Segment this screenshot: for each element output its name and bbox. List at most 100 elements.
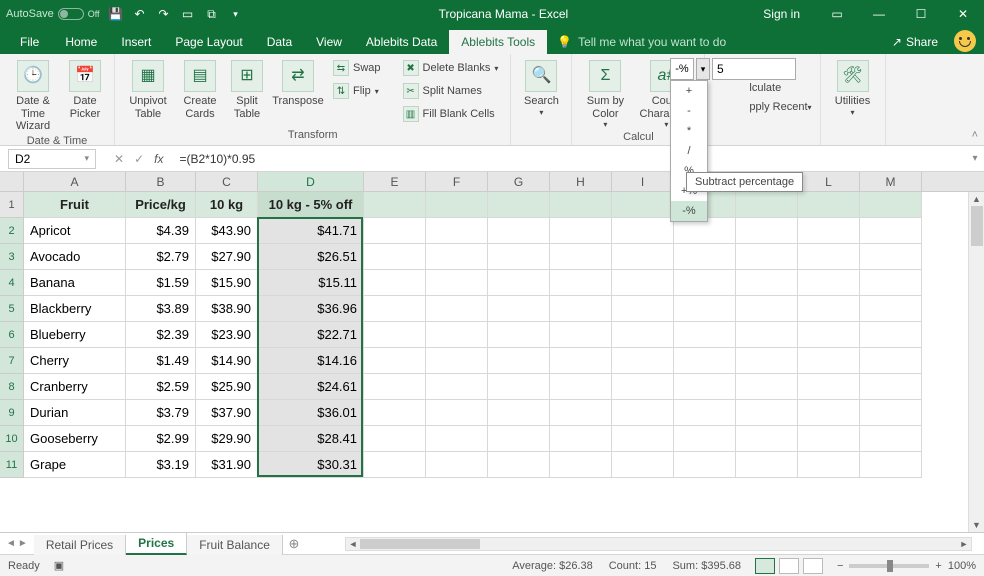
feedback-icon[interactable] [954, 30, 976, 52]
cell[interactable]: $14.90 [196, 348, 258, 374]
cell[interactable]: $26.51 [258, 244, 364, 270]
cell[interactable] [736, 400, 798, 426]
cell[interactable] [860, 426, 922, 452]
cell[interactable] [860, 192, 922, 218]
cell[interactable] [426, 296, 488, 322]
apply-recent-button[interactable]: pply Recent▾ [749, 99, 811, 115]
ribbon-tab-ablebits-data[interactable]: Ablebits Data [354, 30, 449, 54]
cell[interactable]: $43.90 [196, 218, 258, 244]
column-header[interactable]: B [126, 172, 196, 191]
cell[interactable]: $37.90 [196, 400, 258, 426]
cell[interactable]: Avocado [24, 244, 126, 270]
cell[interactable] [550, 374, 612, 400]
collapse-ribbon-icon[interactable]: ˄ [972, 129, 978, 141]
cell[interactable] [364, 426, 426, 452]
cell[interactable] [488, 452, 550, 478]
cell[interactable] [674, 400, 736, 426]
column-header[interactable]: D [258, 172, 364, 191]
cell[interactable]: Gooseberry [24, 426, 126, 452]
cell[interactable]: Grape [24, 452, 126, 478]
share-button[interactable]: ↗ Share [882, 30, 948, 54]
maximize-icon[interactable]: ☐ [906, 0, 936, 28]
cell[interactable]: $29.90 [196, 426, 258, 452]
cell[interactable] [488, 400, 550, 426]
save-icon[interactable]: 💾 [108, 6, 124, 22]
cell[interactable] [364, 296, 426, 322]
autosave-toggle[interactable]: AutoSave Off [6, 8, 100, 20]
cell[interactable] [798, 192, 860, 218]
cell[interactable] [798, 296, 860, 322]
column-header[interactable]: C [196, 172, 258, 191]
cancel-formula-icon[interactable]: ✕ [114, 152, 124, 166]
operation-dropdown-icon[interactable]: ▾ [696, 58, 710, 80]
cell[interactable]: $15.90 [196, 270, 258, 296]
cell[interactable] [550, 426, 612, 452]
cell[interactable] [612, 270, 674, 296]
ribbon-tab-data[interactable]: Data [255, 30, 304, 54]
cell[interactable]: Cranberry [24, 374, 126, 400]
cell[interactable] [674, 374, 736, 400]
sheet-tab[interactable]: Retail Prices [34, 535, 126, 555]
cell[interactable] [426, 244, 488, 270]
cell[interactable]: Durian [24, 400, 126, 426]
name-box[interactable]: D2▾ [8, 149, 96, 169]
sum-by-color-button[interactable]: ΣSum by Color▾ [580, 58, 630, 129]
expand-formula-bar-icon[interactable]: ▾ [966, 153, 984, 164]
view-normal-icon[interactable] [755, 558, 775, 574]
cell[interactable] [674, 452, 736, 478]
cell[interactable] [674, 348, 736, 374]
column-header[interactable]: A [24, 172, 126, 191]
cell[interactable] [550, 348, 612, 374]
cell[interactable]: $1.49 [126, 348, 196, 374]
cell[interactable] [736, 452, 798, 478]
cell[interactable] [364, 270, 426, 296]
cell[interactable] [488, 244, 550, 270]
delete-blanks-button[interactable]: ✖Delete Blanks▾ [399, 58, 503, 78]
ribbon-tab-home[interactable]: Home [53, 30, 109, 54]
cell[interactable] [612, 348, 674, 374]
operation-option[interactable]: / [671, 141, 707, 161]
cell[interactable] [550, 270, 612, 296]
cell[interactable] [488, 374, 550, 400]
cell[interactable]: $23.90 [196, 322, 258, 348]
search-button[interactable]: 🔍Search▾ [519, 58, 563, 117]
operation-option[interactable]: -% [671, 201, 707, 221]
cell[interactable] [364, 218, 426, 244]
cell[interactable]: Cherry [24, 348, 126, 374]
ribbon-tab-page-layout[interactable]: Page Layout [163, 30, 254, 54]
cell[interactable]: $3.79 [126, 400, 196, 426]
scrollbar-thumb[interactable] [971, 206, 983, 246]
cell[interactable]: $22.71 [258, 322, 364, 348]
cell[interactable]: $30.31 [258, 452, 364, 478]
row-header[interactable]: 8 [0, 374, 24, 400]
column-header[interactable]: I [612, 172, 674, 191]
ribbon-options-icon[interactable]: ▭ [822, 0, 852, 28]
row-header[interactable]: 11 [0, 452, 24, 478]
cell[interactable] [488, 322, 550, 348]
cell[interactable] [364, 374, 426, 400]
cell[interactable] [860, 400, 922, 426]
cell[interactable] [612, 244, 674, 270]
operation-option[interactable]: + [671, 81, 707, 101]
fill-blank-cells-button[interactable]: ▥Fill Blank Cells [399, 104, 503, 124]
zoom-out-icon[interactable]: − [837, 560, 843, 572]
cell[interactable] [612, 374, 674, 400]
zoom-control[interactable]: − + 100% [837, 560, 976, 572]
accept-formula-icon[interactable]: ✓ [134, 152, 144, 166]
cell[interactable]: $36.96 [258, 296, 364, 322]
cell[interactable] [736, 426, 798, 452]
cell[interactable] [736, 348, 798, 374]
column-headers[interactable]: ABCDEFGHIJKLM [0, 172, 984, 192]
cell[interactable]: $38.90 [196, 296, 258, 322]
cell[interactable] [674, 322, 736, 348]
cell[interactable] [550, 192, 612, 218]
cell[interactable]: Blackberry [24, 296, 126, 322]
cell[interactable] [860, 218, 922, 244]
date-picker-button[interactable]: 📅Date Picker [64, 58, 106, 133]
cell[interactable] [674, 270, 736, 296]
scroll-up-icon[interactable]: ▲ [969, 192, 984, 206]
ribbon-tab-view[interactable]: View [304, 30, 354, 54]
cell[interactable] [488, 426, 550, 452]
cell[interactable] [550, 218, 612, 244]
cell[interactable] [798, 374, 860, 400]
